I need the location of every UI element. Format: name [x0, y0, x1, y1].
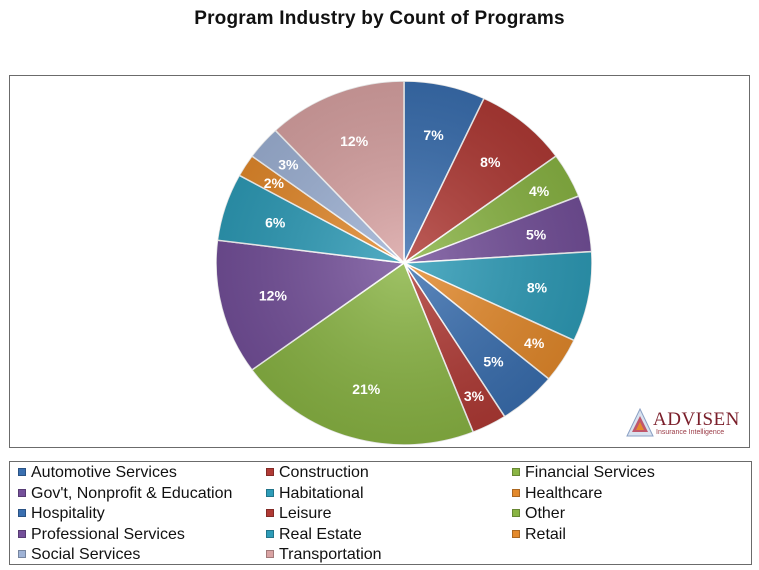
data-label-9: 12%: [259, 288, 288, 304]
legend-swatch: [512, 529, 520, 538]
legend-label: Professional Services: [31, 525, 185, 543]
legend-label: Gov't, Nonprofit & Education: [31, 484, 233, 502]
legend-swatch: [512, 488, 520, 497]
legend-swatch: [18, 509, 26, 517]
legend-label: Transportation: [279, 546, 382, 563]
advisen-logo: ADVISEN Insurance Intelligence: [626, 408, 744, 440]
legend-label: Construction: [279, 464, 369, 481]
legend-label: Leisure: [279, 505, 332, 522]
legend-label: Social Services: [31, 546, 141, 563]
legend-label: Other: [525, 505, 566, 522]
data-label-4: 8%: [527, 280, 548, 296]
legend-label: Real Estate: [279, 525, 362, 543]
legend-swatch: [512, 468, 520, 476]
chart-title: Program Industry by Count of Programs: [194, 8, 565, 29]
data-label-12: 3%: [278, 156, 299, 172]
legend-swatch: [266, 488, 274, 497]
legend-label: Automotive Services: [31, 464, 177, 481]
advisen-logo-icon: [626, 408, 654, 437]
data-label-2: 4%: [529, 183, 550, 199]
data-label-13: 12%: [340, 133, 369, 149]
data-label-10: 6%: [265, 215, 286, 231]
logo-tagline: Insurance Intelligence: [656, 429, 725, 436]
legend-swatch: [18, 529, 26, 538]
legend-label: Financial Services: [525, 464, 655, 481]
legend-swatch: [266, 509, 274, 517]
logo-name: ADVISEN: [653, 409, 740, 430]
legend-label: Retail: [525, 525, 566, 543]
data-label-8: 21%: [352, 381, 381, 397]
legend-swatch: [266, 529, 274, 538]
data-label-7: 3%: [464, 388, 485, 404]
legend-label: Healthcare: [525, 484, 603, 502]
data-label-0: 7%: [423, 127, 444, 143]
legend-swatch: [512, 509, 520, 517]
legend: Automotive Services Construction Financial…: [9, 461, 752, 565]
legend-label: Hospitality: [31, 505, 105, 522]
legend-swatch: [18, 468, 26, 476]
legend-swatch: [18, 488, 26, 497]
legend-label: Habitational: [279, 484, 364, 502]
data-label-3: 5%: [526, 226, 547, 242]
data-label-11: 2%: [264, 175, 285, 191]
data-label-5: 4%: [524, 335, 545, 351]
legend-swatch: [266, 550, 274, 558]
legend-swatch: [18, 550, 26, 558]
data-label-6: 5%: [483, 353, 504, 369]
data-label-1: 8%: [480, 154, 501, 170]
legend-swatch: [266, 468, 274, 476]
